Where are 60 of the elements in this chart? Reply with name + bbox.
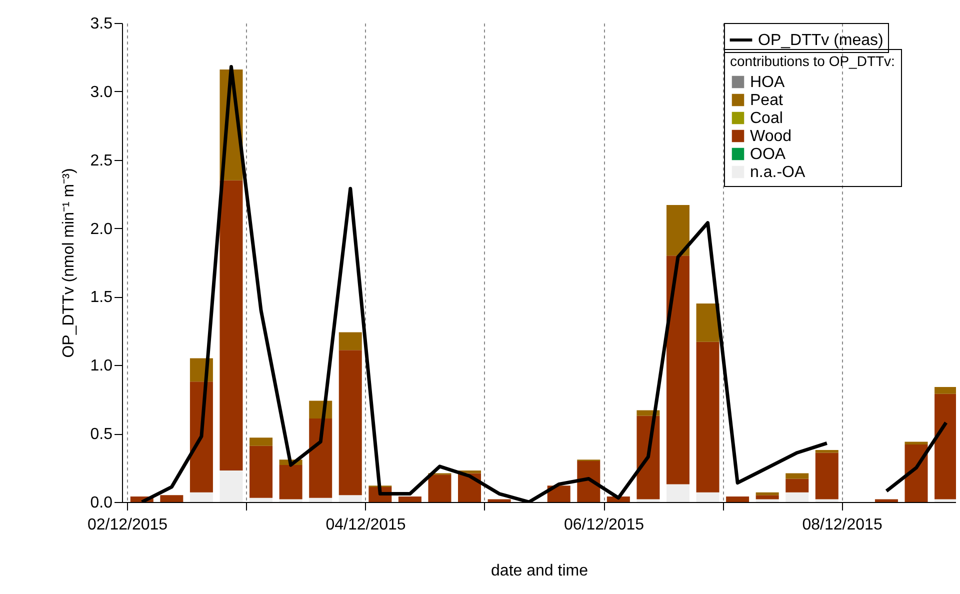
bar: [488, 499, 511, 502]
legend-label: OOA: [750, 146, 786, 163]
bar: [696, 492, 720, 502]
y-tick-label: 0.5: [90, 426, 113, 444]
legend-title: contributions to OP_DTTv:: [730, 53, 895, 69]
bar: [815, 452, 838, 500]
bar: [904, 442, 928, 445]
bar: [786, 492, 809, 502]
bar: [338, 350, 362, 496]
x-tick-label: 06/12/2015: [564, 516, 644, 534]
bar: [398, 496, 422, 502]
legend-label: n.a.-OA: [750, 164, 806, 181]
y-tick-label: 3.0: [90, 84, 113, 101]
bar: [220, 180, 243, 471]
bar: [786, 478, 809, 492]
bar: [250, 498, 273, 502]
bar: [279, 465, 302, 500]
bar: [696, 304, 720, 342]
bar: [756, 499, 779, 502]
y-tick-label: 2.0: [90, 220, 113, 238]
bar: [309, 418, 332, 498]
bar: [338, 495, 362, 502]
bar: [756, 495, 779, 500]
legend-label: HOA: [750, 74, 785, 91]
x-tick-label: 08/12/2015: [802, 516, 882, 534]
y-tick-label: 3.5: [90, 16, 113, 32]
bar: [815, 499, 838, 502]
y-tick-label: 2.5: [90, 152, 113, 170]
bar: [220, 470, 243, 502]
legend-label: Wood: [750, 128, 792, 145]
bar: [786, 473, 809, 479]
bar: [904, 444, 928, 502]
x-tick-label: 02/12/2015: [87, 516, 168, 534]
bar: [636, 499, 660, 502]
bar: [666, 205, 690, 256]
bar: [756, 492, 779, 496]
bar: [577, 460, 600, 502]
bar: [338, 332, 362, 350]
bar: [696, 342, 720, 492]
legend-label: Peat: [750, 92, 784, 109]
x-tick-label: 04/12/2015: [326, 516, 406, 534]
y-tick-label: 1.5: [90, 289, 113, 306]
bar: [190, 492, 213, 502]
bar: [666, 484, 690, 502]
legend-label: OP_DTTv (meas): [758, 32, 884, 49]
y-tick-label: 0.0: [90, 494, 113, 512]
bar: [250, 438, 273, 446]
bar: [309, 498, 332, 502]
bar: [726, 496, 750, 502]
x-axis-title: date and time: [491, 562, 588, 580]
y-axis-title: OP_DTTv (nmol min⁻¹ m⁻³): [60, 168, 78, 358]
bar: [428, 474, 452, 502]
y-tick-label: 1.0: [90, 358, 113, 375]
bar: [815, 450, 838, 453]
bar: [874, 499, 898, 502]
bar: [160, 495, 184, 502]
bar: [250, 446, 273, 498]
legend-label: Coal: [750, 110, 783, 127]
bar: [279, 499, 302, 502]
bar: [666, 256, 690, 484]
